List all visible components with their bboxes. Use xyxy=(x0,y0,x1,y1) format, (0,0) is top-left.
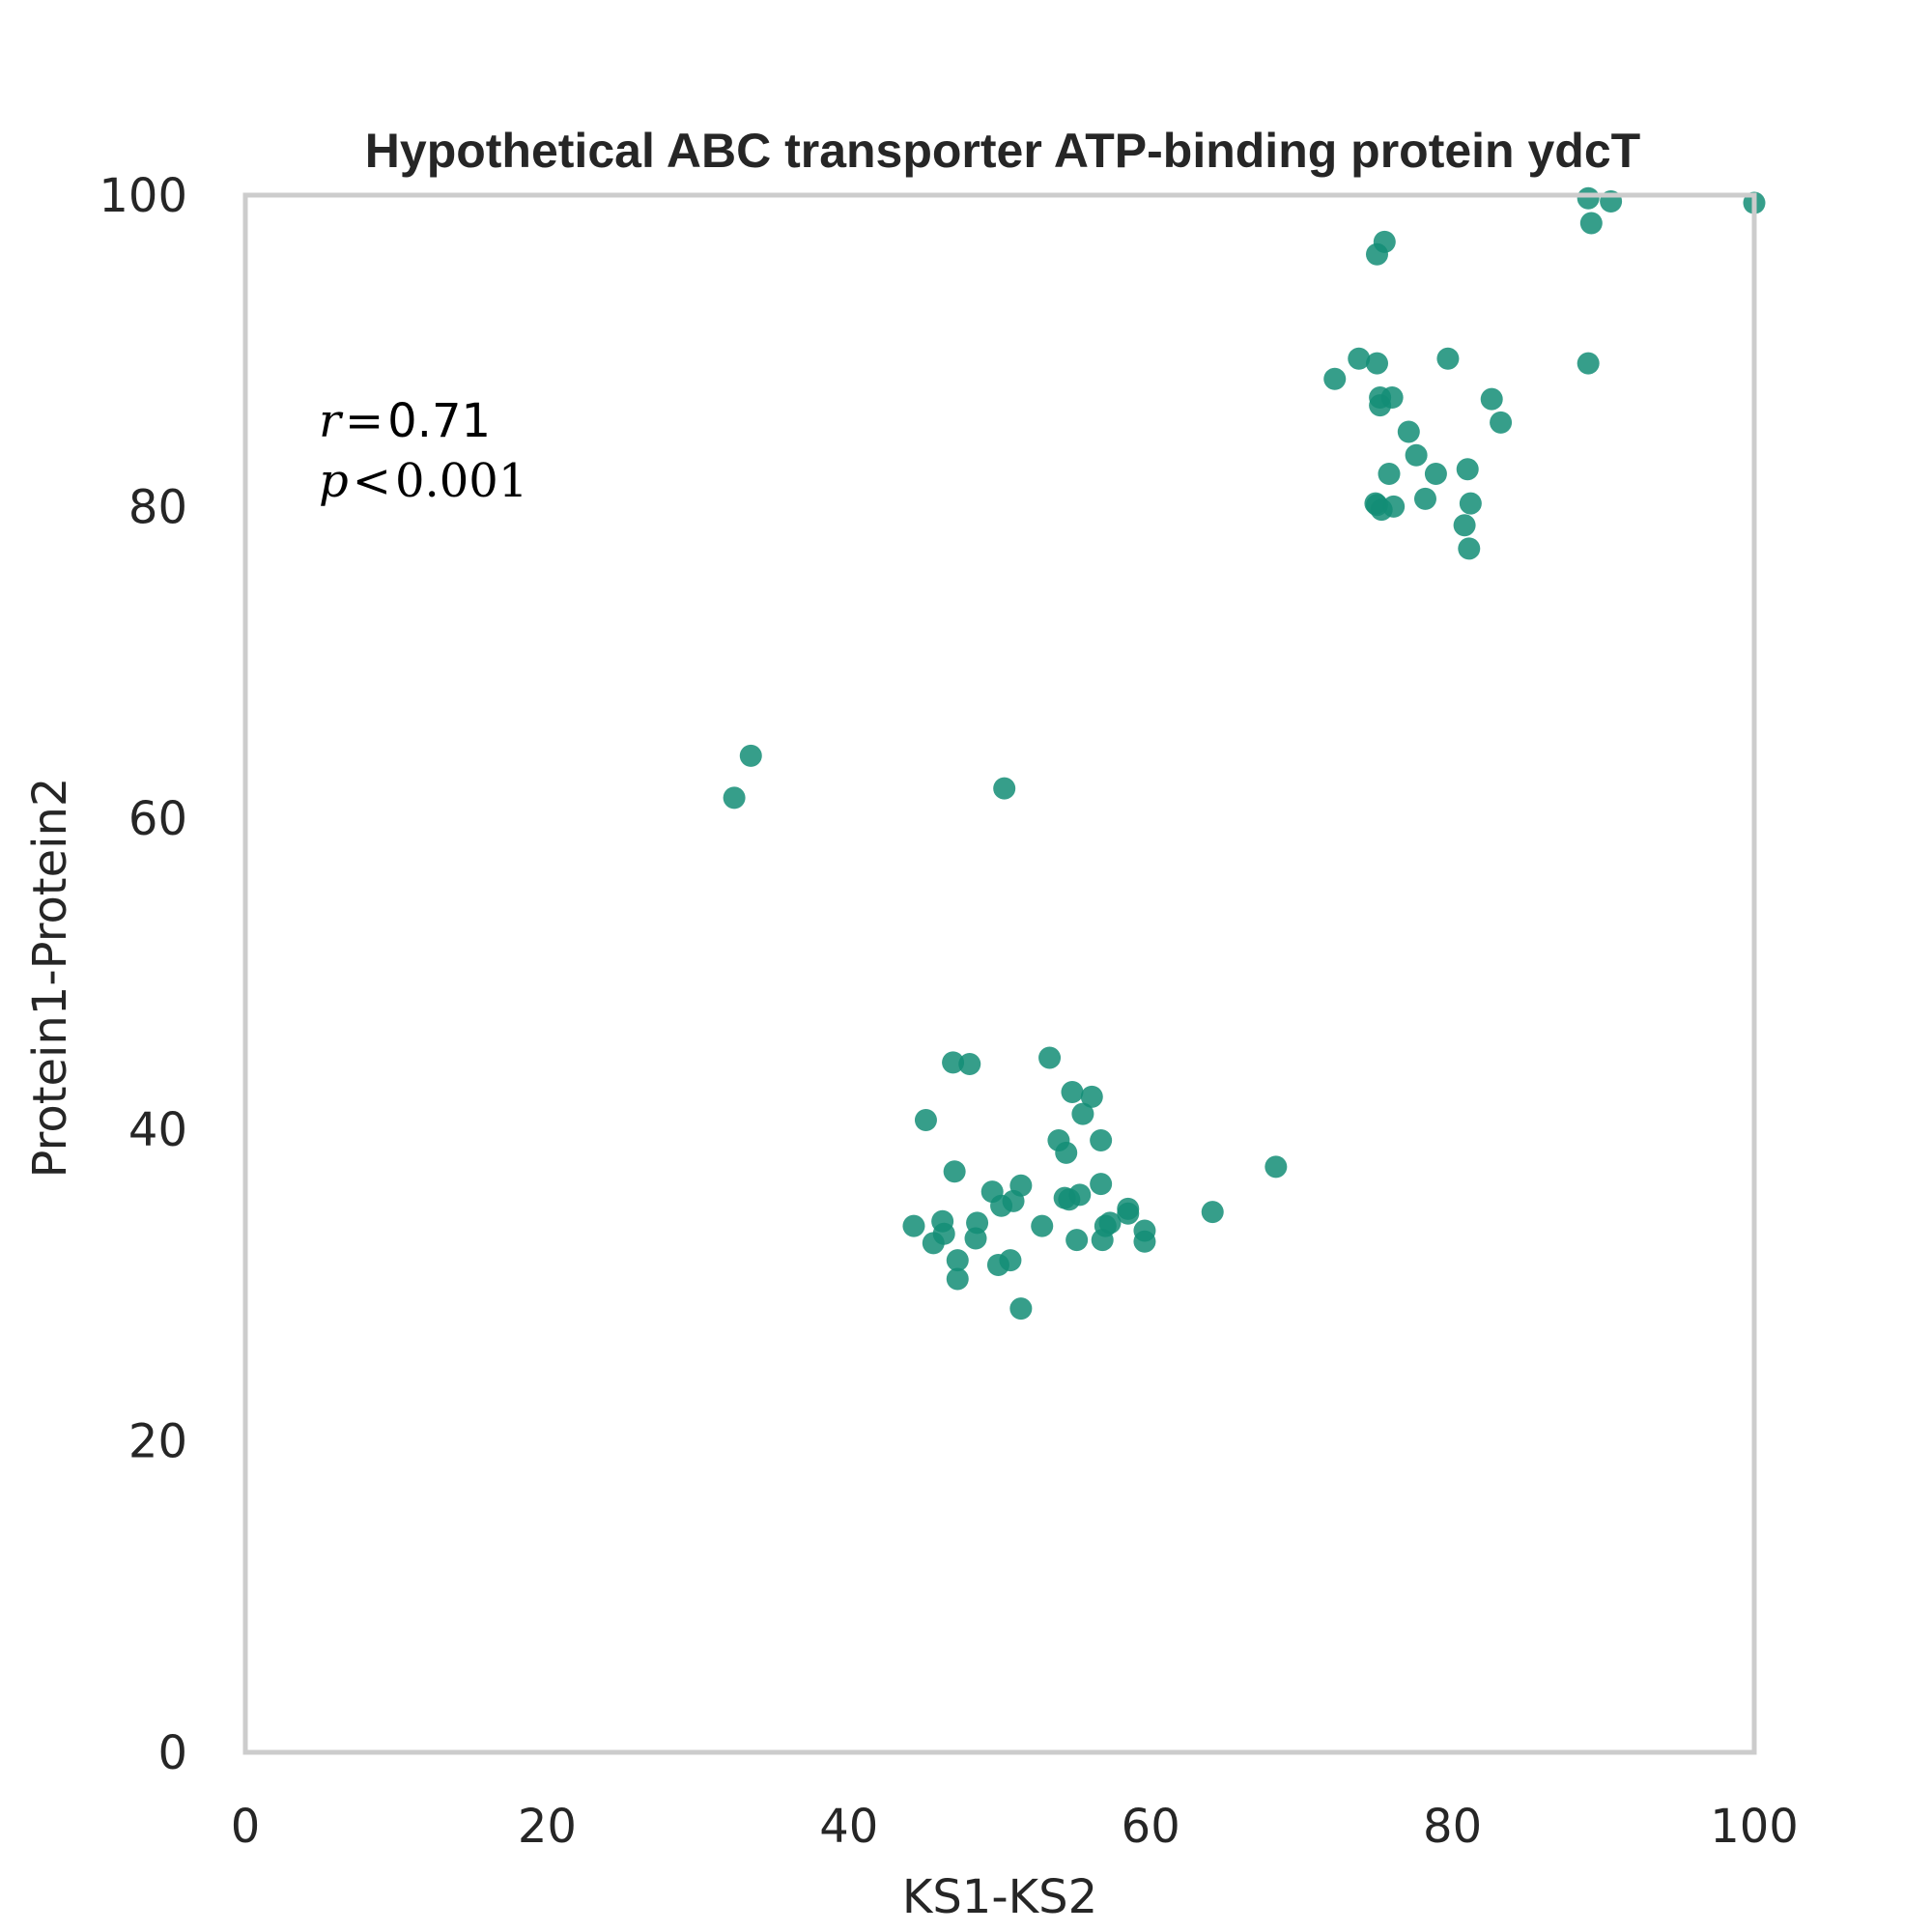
data-point xyxy=(946,1267,969,1291)
y-tick-label: 60 xyxy=(128,792,187,846)
data-point xyxy=(1264,1155,1288,1179)
x-tick-label: 60 xyxy=(1122,1800,1180,1854)
data-point xyxy=(993,777,1016,800)
plot-frame xyxy=(242,192,1757,1755)
p-annotation: p < 0.001 xyxy=(319,454,527,508)
data-point xyxy=(1090,1128,1113,1151)
p-symbol: p xyxy=(319,454,349,508)
data-point xyxy=(1453,514,1476,537)
y-tick-label: 0 xyxy=(157,1726,187,1780)
x-tick-label: 20 xyxy=(518,1800,577,1854)
data-point xyxy=(1080,1085,1103,1108)
data-point xyxy=(1038,1046,1062,1069)
data-point xyxy=(1579,212,1603,235)
data-point xyxy=(946,1249,969,1272)
data-point xyxy=(1009,1297,1033,1321)
y-tick-label: 100 xyxy=(99,169,187,223)
data-point xyxy=(914,1109,937,1132)
data-point xyxy=(1366,242,1388,266)
data-point xyxy=(1405,443,1428,467)
correlation-annotation: r = 0.71 p < 0.001 xyxy=(319,394,527,508)
data-point xyxy=(1370,498,1393,522)
data-point xyxy=(1348,347,1371,370)
data-point xyxy=(1002,1189,1025,1212)
data-point xyxy=(1577,186,1600,210)
r-value: 0.71 xyxy=(387,394,491,448)
r-equals: = xyxy=(345,394,384,448)
data-point xyxy=(902,1214,925,1237)
data-point xyxy=(1071,1102,1094,1125)
data-point xyxy=(1378,463,1401,486)
data-point xyxy=(1055,1141,1078,1164)
r-symbol: r xyxy=(319,394,344,448)
data-point xyxy=(1366,352,1388,375)
data-point xyxy=(922,1232,945,1255)
data-point xyxy=(1458,537,1481,560)
y-tick-labels: 0 20 40 60 80 100 xyxy=(99,169,187,1780)
data-point xyxy=(1031,1214,1054,1237)
data-point xyxy=(1065,1229,1089,1252)
y-axis-label: Protein1-Protein2 xyxy=(23,778,77,1179)
data-point xyxy=(1323,367,1347,390)
points-layer xyxy=(723,186,1766,1321)
data-point xyxy=(1133,1230,1156,1253)
y-tick-label: 80 xyxy=(128,480,187,534)
data-point xyxy=(1456,458,1479,481)
data-point xyxy=(1459,492,1482,515)
y-tick-label: 40 xyxy=(128,1103,187,1157)
x-tick-label: 40 xyxy=(819,1800,878,1854)
x-tick-label: 0 xyxy=(231,1800,261,1854)
data-point xyxy=(1413,487,1436,510)
data-point xyxy=(1201,1201,1224,1224)
chart-title: Hypothetical ABC transporter ATP-binding… xyxy=(365,124,1640,178)
r-annotation: r = 0.71 xyxy=(319,394,491,448)
data-point xyxy=(1480,387,1503,411)
data-point xyxy=(958,1052,981,1075)
data-point xyxy=(1061,1081,1084,1104)
x-tick-label: 80 xyxy=(1423,1800,1482,1854)
x-tick-labels: 0 20 40 60 80 100 xyxy=(231,1800,1799,1854)
data-point xyxy=(1424,463,1447,486)
y-tick-label: 20 xyxy=(128,1415,187,1469)
x-tick-label: 100 xyxy=(1710,1800,1799,1854)
data-point xyxy=(723,786,746,810)
data-point xyxy=(1490,411,1513,434)
data-point xyxy=(1098,1211,1122,1235)
data-point xyxy=(1117,1202,1140,1225)
data-point xyxy=(1068,1183,1092,1207)
data-point xyxy=(1577,352,1600,375)
data-point xyxy=(964,1227,987,1250)
data-point xyxy=(739,744,762,767)
data-point xyxy=(999,1249,1022,1272)
data-point xyxy=(1380,386,1404,410)
x-axis-label: KS1-KS2 xyxy=(902,1870,1097,1924)
p-less-than: < xyxy=(353,454,391,508)
data-point xyxy=(942,1051,965,1074)
data-point xyxy=(943,1160,966,1183)
p-value: 0.001 xyxy=(395,454,527,508)
data-point xyxy=(1090,1173,1113,1196)
data-point xyxy=(1436,347,1460,370)
data-point xyxy=(1397,420,1420,443)
